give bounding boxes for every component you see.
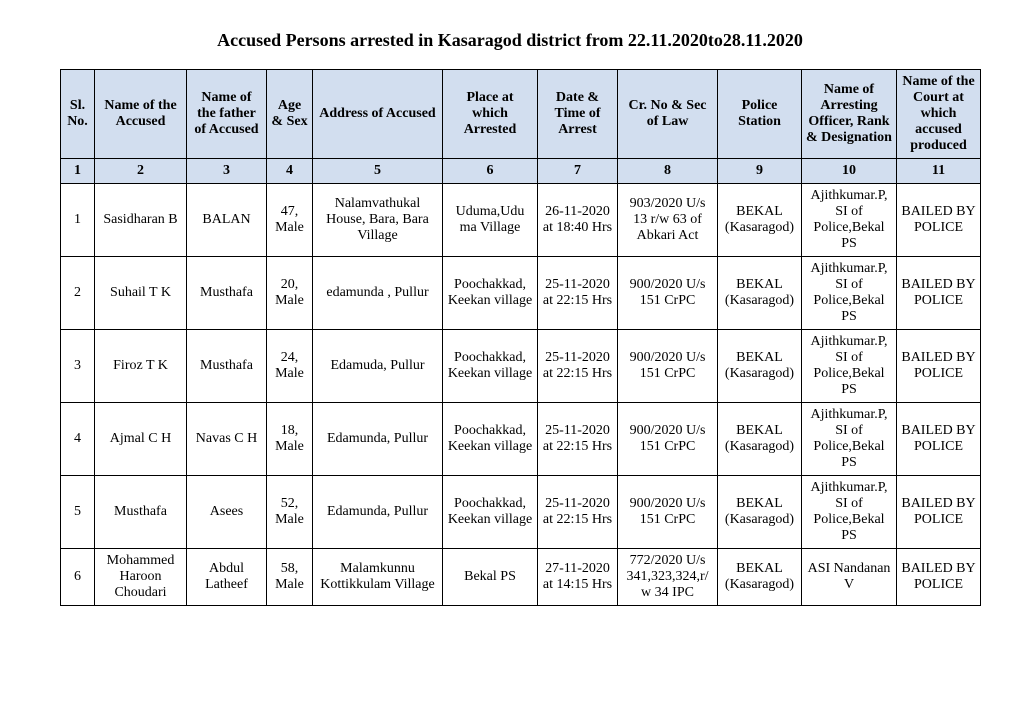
col-header-station: Police Station bbox=[718, 70, 802, 159]
cell-place: Poochakkad, Keekan village bbox=[443, 257, 538, 330]
col-num: 6 bbox=[443, 159, 538, 184]
cell-officer: Ajithkumar.P, SI of Police,Bekal PS bbox=[802, 476, 897, 549]
table-row: 1 Sasidharan B BALAN 47, Male Nalamvathu… bbox=[61, 184, 981, 257]
table-row: 3 Firoz T K Musthafa 24, Male Edamuda, P… bbox=[61, 330, 981, 403]
cell-cr: 903/2020 U/s 13 r/w 63 of Abkari Act bbox=[618, 184, 718, 257]
cell-place: Bekal PS bbox=[443, 549, 538, 606]
cell-cr: 772/2020 U/s 341,323,324,r/w 34 IPC bbox=[618, 549, 718, 606]
cell-date: 27-11-2020 at 14:15 Hrs bbox=[538, 549, 618, 606]
col-num: 7 bbox=[538, 159, 618, 184]
cell-father: Asees bbox=[187, 476, 267, 549]
cell-age: 18, Male bbox=[267, 403, 313, 476]
table-row: 2 Suhail T K Musthafa 20, Male edamunda … bbox=[61, 257, 981, 330]
cell-father: Musthafa bbox=[187, 330, 267, 403]
cell-court: BAILED BY POLICE bbox=[897, 549, 981, 606]
cell-date: 25-11-2020 at 22:15 Hrs bbox=[538, 257, 618, 330]
table-row: 6 Mohammed Haroon Choudari Abdul Latheef… bbox=[61, 549, 981, 606]
cell-station: BEKAL (Kasaragod) bbox=[718, 403, 802, 476]
table-header-number-row: 1 2 3 4 5 6 7 8 9 10 11 bbox=[61, 159, 981, 184]
col-header-date: Date & Time of Arrest bbox=[538, 70, 618, 159]
col-num: 8 bbox=[618, 159, 718, 184]
cell-sl: 2 bbox=[61, 257, 95, 330]
arrest-table: Sl. No. Name of the Accused Name of the … bbox=[60, 69, 981, 606]
col-num: 2 bbox=[95, 159, 187, 184]
cell-name: Sasidharan B bbox=[95, 184, 187, 257]
cell-date: 25-11-2020 at 22:15 Hrs bbox=[538, 476, 618, 549]
cell-officer: Ajithkumar.P, SI of Police,Bekal PS bbox=[802, 257, 897, 330]
col-num: 3 bbox=[187, 159, 267, 184]
cell-father: Musthafa bbox=[187, 257, 267, 330]
cell-age: 52, Male bbox=[267, 476, 313, 549]
cell-name: Suhail T K bbox=[95, 257, 187, 330]
cell-name: Musthafa bbox=[95, 476, 187, 549]
col-header-place: Place at which Arrested bbox=[443, 70, 538, 159]
cell-court: BAILED BY POLICE bbox=[897, 257, 981, 330]
cell-sl: 4 bbox=[61, 403, 95, 476]
cell-date: 25-11-2020 at 22:15 Hrs bbox=[538, 330, 618, 403]
cell-cr: 900/2020 U/s 151 CrPC bbox=[618, 476, 718, 549]
cell-age: 47, Male bbox=[267, 184, 313, 257]
col-header-address: Address of Accused bbox=[313, 70, 443, 159]
cell-name: Ajmal C H bbox=[95, 403, 187, 476]
cell-officer: ASI Nandanan V bbox=[802, 549, 897, 606]
col-num: 9 bbox=[718, 159, 802, 184]
cell-father: Abdul Latheef bbox=[187, 549, 267, 606]
cell-court: BAILED BY POLICE bbox=[897, 330, 981, 403]
col-header-officer: Name of Arresting Officer, Rank & Design… bbox=[802, 70, 897, 159]
table-body: 1 Sasidharan B BALAN 47, Male Nalamvathu… bbox=[61, 184, 981, 606]
col-header-father: Name of the father of Accused bbox=[187, 70, 267, 159]
cell-address: Edamuda, Pullur bbox=[313, 330, 443, 403]
cell-name: Mohammed Haroon Choudari bbox=[95, 549, 187, 606]
cell-address: Nalamvathukal House, Bara, Bara Village bbox=[313, 184, 443, 257]
cell-sl: 5 bbox=[61, 476, 95, 549]
cell-place: Poochakkad, Keekan village bbox=[443, 476, 538, 549]
cell-father: Navas C H bbox=[187, 403, 267, 476]
table-header-row: Sl. No. Name of the Accused Name of the … bbox=[61, 70, 981, 159]
cell-cr: 900/2020 U/s 151 CrPC bbox=[618, 330, 718, 403]
cell-court: BAILED BY POLICE bbox=[897, 184, 981, 257]
col-num: 11 bbox=[897, 159, 981, 184]
cell-court: BAILED BY POLICE bbox=[897, 476, 981, 549]
cell-station: BEKAL (Kasaragod) bbox=[718, 549, 802, 606]
col-num: 10 bbox=[802, 159, 897, 184]
cell-officer: Ajithkumar.P, SI of Police,Bekal PS bbox=[802, 403, 897, 476]
cell-court: BAILED BY POLICE bbox=[897, 403, 981, 476]
col-header-name: Name of the Accused bbox=[95, 70, 187, 159]
cell-age: 58, Male bbox=[267, 549, 313, 606]
cell-address: Edamunda, Pullur bbox=[313, 476, 443, 549]
col-num: 5 bbox=[313, 159, 443, 184]
col-header-cr: Cr. No & Sec of Law bbox=[618, 70, 718, 159]
cell-address: Edamunda, Pullur bbox=[313, 403, 443, 476]
cell-address: Malamkunnu Kottikkulam Village bbox=[313, 549, 443, 606]
cell-place: Uduma,Udu ma Village bbox=[443, 184, 538, 257]
cell-place: Poochakkad, Keekan village bbox=[443, 330, 538, 403]
cell-station: BEKAL (Kasaragod) bbox=[718, 476, 802, 549]
cell-sl: 3 bbox=[61, 330, 95, 403]
cell-sl: 6 bbox=[61, 549, 95, 606]
col-num: 4 bbox=[267, 159, 313, 184]
cell-address: edamunda , Pullur bbox=[313, 257, 443, 330]
cell-name: Firoz T K bbox=[95, 330, 187, 403]
cell-officer: Ajithkumar.P, SI of Police,Bekal PS bbox=[802, 184, 897, 257]
page-title: Accused Persons arrested in Kasaragod di… bbox=[60, 30, 960, 51]
cell-place: Poochakkad, Keekan village bbox=[443, 403, 538, 476]
col-header-age: Age & Sex bbox=[267, 70, 313, 159]
cell-officer: Ajithkumar.P, SI of Police,Bekal PS bbox=[802, 330, 897, 403]
cell-age: 24, Male bbox=[267, 330, 313, 403]
col-header-court: Name of the Court at which accused produ… bbox=[897, 70, 981, 159]
cell-cr: 900/2020 U/s 151 CrPC bbox=[618, 403, 718, 476]
table-row: 5 Musthafa Asees 52, Male Edamunda, Pull… bbox=[61, 476, 981, 549]
cell-station: BEKAL (Kasaragod) bbox=[718, 257, 802, 330]
table-row: 4 Ajmal C H Navas C H 18, Male Edamunda,… bbox=[61, 403, 981, 476]
cell-date: 26-11-2020 at 18:40 Hrs bbox=[538, 184, 618, 257]
cell-station: BEKAL (Kasaragod) bbox=[718, 184, 802, 257]
cell-station: BEKAL (Kasaragod) bbox=[718, 330, 802, 403]
cell-cr: 900/2020 U/s 151 CrPC bbox=[618, 257, 718, 330]
cell-date: 25-11-2020 at 22:15 Hrs bbox=[538, 403, 618, 476]
cell-sl: 1 bbox=[61, 184, 95, 257]
cell-age: 20, Male bbox=[267, 257, 313, 330]
col-header-sl: Sl. No. bbox=[61, 70, 95, 159]
col-num: 1 bbox=[61, 159, 95, 184]
cell-father: BALAN bbox=[187, 184, 267, 257]
